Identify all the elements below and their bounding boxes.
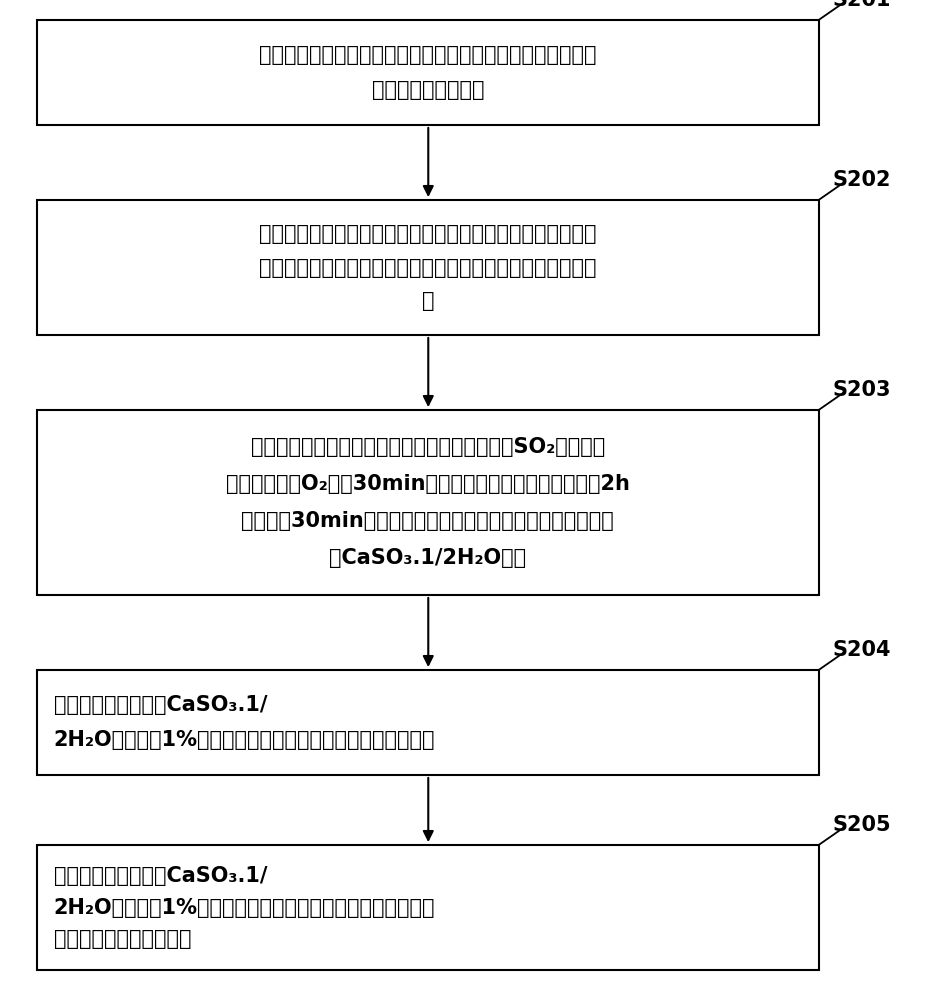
Bar bbox=[37, 670, 819, 775]
Text: S204: S204 bbox=[832, 640, 891, 660]
Text: 湿法脱硫系统所有设备应全部投入运行，脱硫效率在设计范围: 湿法脱硫系统所有设备应全部投入运行，脱硫效率在设计范围 bbox=[259, 257, 597, 277]
Bar bbox=[37, 200, 819, 335]
Text: 内: 内 bbox=[422, 291, 434, 311]
Text: 收塔浆液自然氧化率: 收塔浆液自然氧化率 bbox=[372, 80, 484, 100]
Bar bbox=[37, 410, 819, 595]
Text: S202: S202 bbox=[832, 170, 891, 190]
Text: 2H₂O含量小于1%时，试验结束，计算强制氧化空气的利用率: 2H₂O含量小于1%时，试验结束，计算强制氧化空气的利用率 bbox=[54, 730, 435, 750]
Text: ，同时每30min取吸收塔浆液样一次，分析浆液过滤后固体中: ，同时每30min取吸收塔浆液样一次，分析浆液过滤后固体中 bbox=[241, 511, 614, 531]
Text: 锅炉在设计煤种及设计硫含量、满负荷工下稳定运行，石灰石: 锅炉在设计煤种及设计硫含量、满负荷工下稳定运行，石灰石 bbox=[259, 224, 597, 244]
Text: 基于石灿石湿法脱硫吸收塔浆液自然氧化率的测试方法获取吸: 基于石灿石湿法脱硫吸收塔浆液自然氧化率的测试方法获取吸 bbox=[259, 45, 597, 65]
Text: 气流量、烟气O₂浓度30min的平均値、氧化风机流量，连续2h: 气流量、烟气O₂浓度30min的平均値、氧化风机流量，连续2h bbox=[226, 474, 630, 494]
Text: 记录烟气在线监测装置上的脱硫系统入口和出口SO₂浓度、烟: 记录烟气在线监测装置上的脱硫系统入口和出口SO₂浓度、烟 bbox=[251, 437, 605, 457]
Bar bbox=[37, 845, 819, 970]
Text: 当浆液过滤后固体中CaSO₃.1/: 当浆液过滤后固体中CaSO₃.1/ bbox=[54, 866, 267, 886]
Text: 2H₂O含量大于1%时，试验结束，则判断脱硫系统的强制氧化: 2H₂O含量大于1%时，试验结束，则判断脱硫系统的强制氧化 bbox=[54, 898, 435, 918]
Text: S205: S205 bbox=[832, 815, 891, 835]
Bar bbox=[37, 20, 819, 125]
Text: S203: S203 bbox=[832, 380, 891, 400]
Text: 当浆液过滤后固体中CaSO₃.1/: 当浆液过滤后固体中CaSO₃.1/ bbox=[54, 695, 267, 715]
Text: S201: S201 bbox=[832, 0, 891, 10]
Text: 的CaSO₃.1/2H₂O含量: 的CaSO₃.1/2H₂O含量 bbox=[329, 548, 526, 568]
Text: 空气系统不符合设计要求: 空气系统不符合设计要求 bbox=[54, 929, 191, 949]
